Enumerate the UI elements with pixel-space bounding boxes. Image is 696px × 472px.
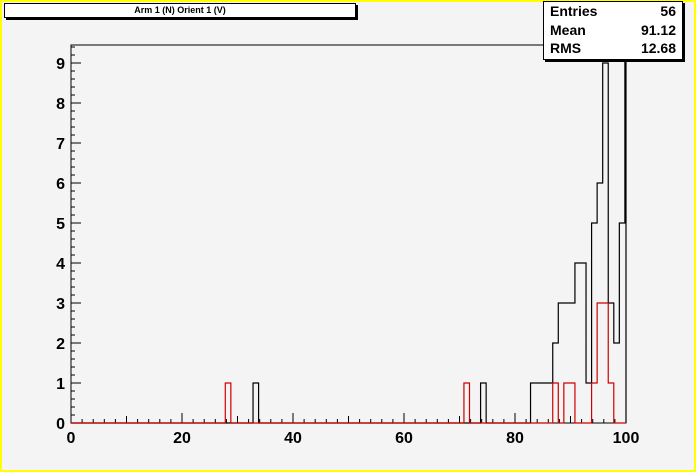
y-tick-label: 6: [56, 176, 65, 193]
x-tick-label: 100: [613, 430, 640, 447]
stats-mean-value: 91.12: [640, 22, 676, 38]
stats-box: Entries 56 Mean 91.12 RMS 12.68: [543, 1, 683, 60]
y-tick-label: 0: [56, 416, 65, 433]
y-tick-label: 5: [56, 216, 65, 233]
y-tick-label: 2: [56, 336, 65, 353]
y-tick-label: 9: [56, 56, 65, 73]
stats-mean-row: Mean 91.12: [550, 22, 676, 40]
plot-frame: [70, 44, 627, 424]
histogram-series-1-line: [71, 42, 627, 424]
x-tick-label: 40: [284, 430, 302, 447]
y-tick-label: 3: [56, 296, 65, 313]
stats-mean-label: Mean: [550, 22, 586, 38]
stats-rms-value: 12.68: [640, 40, 676, 56]
y-tick-label: 1: [56, 376, 65, 393]
y-tick-label: 4: [56, 256, 65, 273]
x-tick-label: 0: [67, 430, 76, 447]
x-tick-label: 60: [395, 430, 413, 447]
histogram-series-2-line: [71, 302, 626, 424]
stats-rms-row: RMS 12.68: [550, 40, 676, 58]
x-tick-label: 20: [173, 430, 191, 447]
stats-entries-label: Entries: [550, 3, 598, 19]
x-tick-label: 80: [506, 430, 524, 447]
histogram-title: Arm 1 (N) Orient 1 (V): [4, 3, 356, 18]
y-tick-label: 8: [56, 96, 65, 113]
stats-rms-label: RMS: [550, 40, 582, 56]
stats-entries-row: Entries 56: [550, 3, 676, 21]
stats-entries-value: 56: [660, 3, 676, 19]
y-tick-label: 7: [56, 136, 65, 153]
